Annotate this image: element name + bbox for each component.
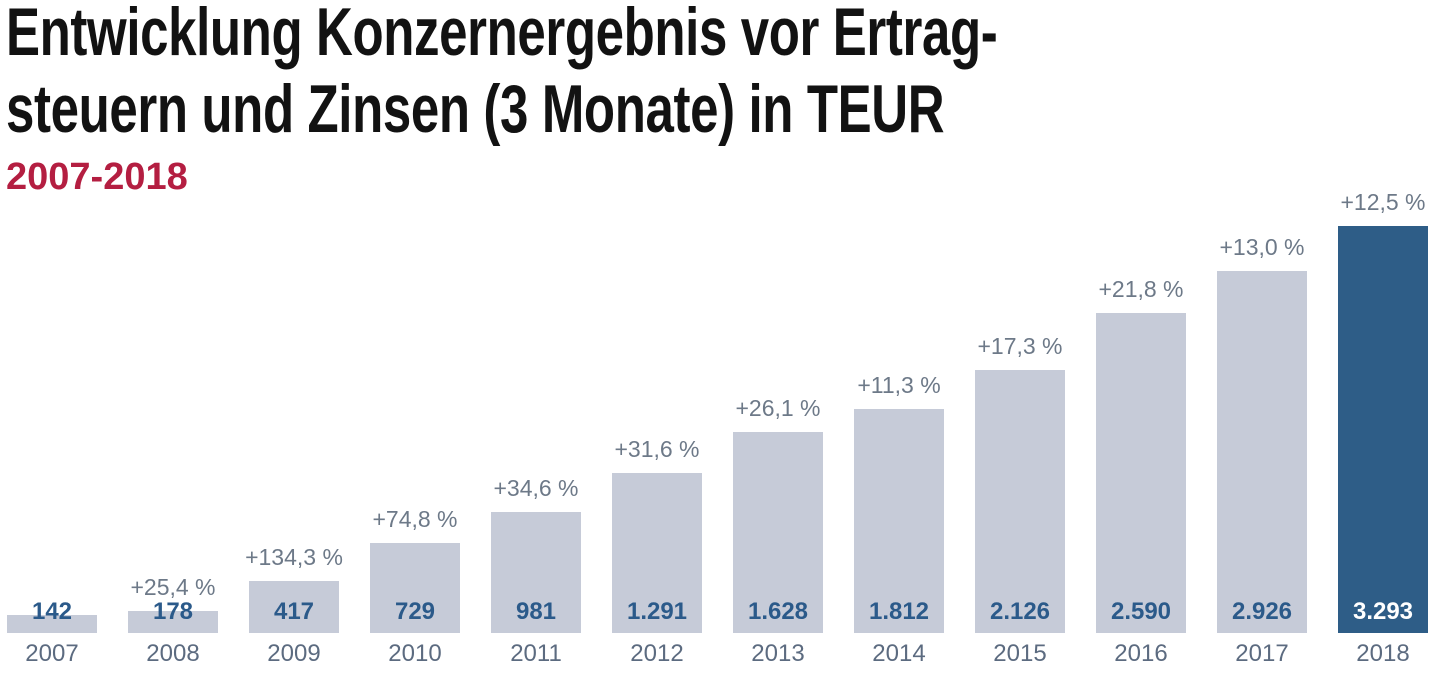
bar-2011 [491, 512, 581, 633]
year-axis-label-2009: 2009 [267, 640, 321, 667]
year-axis-label-2013: 2013 [751, 640, 805, 667]
chart-title-line2: steuern und Zinsen (3 Monate) in TEUR [6, 71, 945, 147]
value-label-2011: 981 [515, 598, 557, 625]
year-axis-label-2018: 2018 [1356, 640, 1410, 667]
growth-percent-label-2016: +21,8 % [1098, 276, 1184, 302]
value-label-2012: 1.291 [626, 598, 688, 625]
value-label-2015: 2.126 [989, 598, 1051, 625]
bar-column-2011: +34,6 % 981 2011 [491, 226, 581, 666]
growth-percent-label-2012: +31,6 % [614, 436, 700, 462]
bar-column-2010: +74,8 % 729 2010 [370, 226, 460, 666]
year-axis-label-2011: 2011 [510, 640, 562, 667]
bar-column-2018: +12,5 % 3.293 2018 [1338, 190, 1428, 666]
bar-column-2007: 142 2007 [7, 226, 97, 666]
year-axis-label-2012: 2012 [630, 640, 684, 667]
bar-column-2012: +31,6 % 1.291 2012 [612, 226, 702, 666]
bar-column-2008: +25,4 % 178 2008 [128, 226, 218, 666]
value-label-2013: 1.628 [747, 598, 809, 625]
year-axis-label-2014: 2014 [872, 640, 926, 667]
bar-2013 [733, 432, 823, 633]
value-label-2008: 178 [152, 598, 194, 625]
growth-percent-label-2018: +12,5 % [1340, 189, 1426, 215]
value-label-2007: 142 [31, 598, 73, 625]
bar-2018 [1338, 226, 1428, 633]
year-axis-label-2017: 2017 [1235, 640, 1289, 667]
bar-column-2015: +17,3 % 2.126 2015 [975, 226, 1065, 666]
value-label-2016: 2.590 [1110, 598, 1172, 625]
year-axis-label-2008: 2008 [146, 640, 200, 667]
growth-percent-label-2014: +11,3 % [857, 372, 941, 398]
year-axis-label-2015: 2015 [993, 640, 1047, 667]
year-axis-label-2016: 2016 [1114, 640, 1168, 667]
bar-2012 [612, 473, 702, 633]
bar-2008 [128, 611, 218, 633]
bar-column-2016: +21,8 % 2.590 2016 [1096, 226, 1186, 666]
chart-title: Entwicklung Konzernergebnis vor Ertrag- … [6, 0, 998, 148]
bar-column-2017: +13,0 % 2.926 2017 [1217, 226, 1307, 666]
bar-column-2009: +134,3 % 417 2009 [245, 226, 343, 666]
growth-percent-label-2010: +74,8 % [372, 506, 458, 532]
growth-percent-label-2009: +134,3 % [245, 544, 343, 570]
bar-2016 [1096, 313, 1186, 633]
year-axis-label-2010: 2010 [388, 640, 442, 667]
growth-percent-label-2008: +25,4 % [130, 574, 216, 600]
bar-2014 [854, 409, 944, 633]
value-label-2018: 3.293 [1352, 598, 1414, 625]
growth-percent-label-2011: +34,6 % [493, 475, 579, 501]
growth-percent-label-2017: +13,0 % [1219, 234, 1305, 260]
bar-2009 [249, 581, 339, 633]
bar-column-2013: +26,1 % 1.628 2013 [733, 226, 823, 666]
bar-2015 [975, 370, 1065, 633]
year-axis-label-2007: 2007 [25, 640, 79, 667]
value-label-2014: 1.812 [868, 598, 930, 625]
bar-chart: 142 2007 +25,4 % 178 2008 +134,3 % 417 2009 +74,… [7, 190, 1428, 666]
value-label-2009: 417 [273, 598, 315, 625]
value-label-2010: 729 [394, 598, 436, 625]
bar-2007 [7, 615, 97, 633]
growth-percent-label-2015: +17,3 % [977, 333, 1063, 359]
bar-2017 [1217, 271, 1307, 633]
chart-title-line1: Entwicklung Konzernergebnis vor Ertrag- [6, 0, 998, 70]
growth-percent-label-2013: +26,1 % [735, 395, 821, 421]
chart-subtitle-year-range: 2007-2018 [6, 156, 188, 198]
bar-2010 [370, 543, 460, 633]
bar-column-2014: +11,3 % 1.812 2014 [854, 226, 944, 666]
value-label-2017: 2.926 [1231, 598, 1293, 625]
